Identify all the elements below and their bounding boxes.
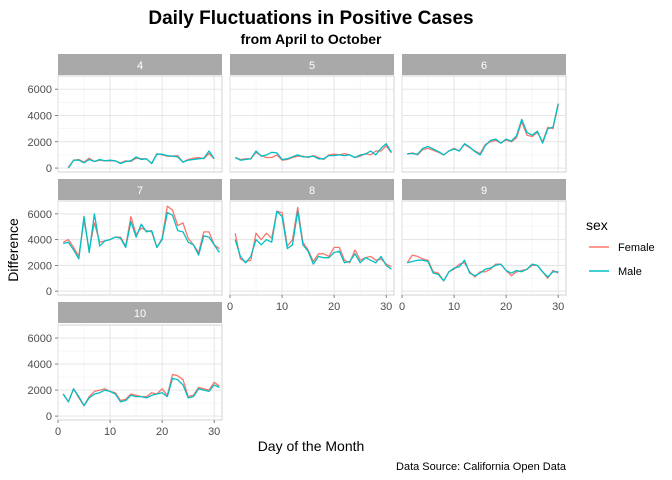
facet-panel-4: 4 0 2000 4000 6000 bbox=[28, 54, 223, 175]
panel-background bbox=[229, 75, 395, 173]
legend-title: sex bbox=[586, 217, 608, 233]
x-tick-label: 30 bbox=[552, 301, 564, 313]
facet-panel-9: 9 0 10 20 30 bbox=[399, 179, 567, 313]
y-tick-label: 2000 bbox=[28, 137, 52, 149]
facet-panel-10: 10 0 2000 4000 6000 0 10 20 30 bbox=[28, 302, 223, 438]
facet-strip bbox=[230, 54, 394, 75]
y-tick-label: 0 bbox=[46, 286, 52, 298]
x-tick-label: 0 bbox=[227, 301, 233, 313]
panel-background bbox=[401, 75, 567, 173]
facet-strip-label: 6 bbox=[481, 60, 487, 72]
facet-panel-5: 5 bbox=[229, 54, 395, 173]
x-tick-label: 10 bbox=[104, 426, 116, 438]
facet-strip bbox=[58, 179, 222, 200]
y-axis-title: Difference bbox=[5, 218, 21, 282]
legend: sex Female Male bbox=[586, 217, 655, 278]
y-tick-label: 6000 bbox=[28, 333, 52, 345]
facet-strip-label: 9 bbox=[481, 185, 487, 197]
series-line-male bbox=[63, 211, 220, 260]
panel-background bbox=[229, 200, 395, 296]
x-axis-title: Day of the Month bbox=[258, 438, 365, 454]
panel-background bbox=[401, 200, 567, 296]
facet-strip-label: 10 bbox=[134, 308, 146, 320]
facet-strip-label: 4 bbox=[137, 60, 143, 72]
x-tick-label: 10 bbox=[448, 301, 460, 313]
chart-caption: Data Source: California Open Data bbox=[396, 461, 567, 473]
x-tick-label: 20 bbox=[328, 301, 340, 313]
x-tick-label: 10 bbox=[276, 301, 288, 313]
y-tick-label: 6000 bbox=[28, 84, 52, 96]
series-line-male bbox=[67, 150, 215, 169]
panel-background bbox=[57, 200, 223, 296]
y-tick-label: 0 bbox=[46, 411, 52, 423]
series-line-male bbox=[234, 143, 392, 161]
y-tick-label: 2000 bbox=[28, 385, 52, 397]
y-tick-label: 6000 bbox=[28, 209, 52, 221]
legend-label-female: Female bbox=[618, 242, 655, 254]
facet-strip bbox=[402, 179, 566, 200]
y-tick-label: 4000 bbox=[28, 359, 52, 371]
facet-strip-label: 7 bbox=[137, 185, 143, 197]
facet-panel-6: 6 bbox=[401, 54, 567, 173]
y-tick-label: 4000 bbox=[28, 110, 52, 122]
series-line-male bbox=[407, 103, 559, 156]
y-tick-label: 0 bbox=[46, 163, 52, 175]
facet-strip bbox=[58, 302, 222, 323]
facet-strip bbox=[402, 54, 566, 75]
series-line-male bbox=[234, 210, 392, 270]
facet-panel-7: 7 0 2000 4000 6000 bbox=[28, 179, 223, 298]
panel-background bbox=[57, 324, 223, 421]
series-line-male bbox=[62, 377, 220, 407]
facet-strip bbox=[230, 179, 394, 200]
x-tick-label: 20 bbox=[500, 301, 512, 313]
chart-subtitle: from April to October bbox=[240, 31, 382, 47]
facet-strip-label: 8 bbox=[309, 185, 315, 197]
facet-panel-8: 8 0 10 20 30 bbox=[227, 179, 395, 313]
x-tick-label: 0 bbox=[399, 301, 405, 313]
y-tick-label: 4000 bbox=[28, 235, 52, 247]
x-tick-label: 20 bbox=[156, 426, 168, 438]
y-tick-label: 2000 bbox=[28, 260, 52, 272]
facet-strip-label: 5 bbox=[309, 60, 315, 72]
series-line-male bbox=[407, 259, 559, 282]
chart-title: Daily Fluctuations in Positive Cases bbox=[148, 8, 473, 29]
x-tick-label: 30 bbox=[380, 301, 392, 313]
legend-label-male: Male bbox=[618, 266, 642, 278]
x-tick-label: 30 bbox=[208, 426, 220, 438]
facet-strip bbox=[58, 54, 222, 75]
x-tick-label: 0 bbox=[55, 426, 61, 438]
panel-background bbox=[57, 75, 223, 173]
